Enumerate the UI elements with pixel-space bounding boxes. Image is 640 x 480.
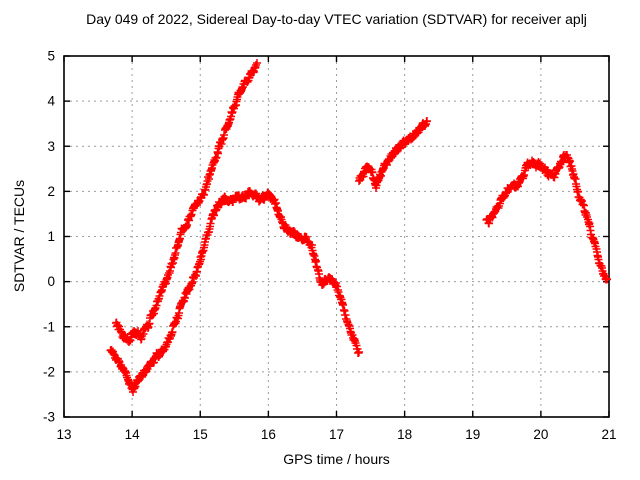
x-tick-label: 14	[125, 427, 141, 442]
trace-3-evening-rise	[355, 117, 431, 192]
y-tick-label: 4	[47, 94, 55, 109]
x-tick-label: 17	[329, 427, 344, 442]
x-tick-label: 13	[56, 427, 71, 442]
y-tick-label: 1	[47, 229, 55, 244]
y-tick-label: 5	[47, 49, 55, 64]
x-tick-label: 16	[261, 427, 276, 442]
x-tick-label: 20	[533, 427, 548, 442]
plot-frame	[63, 55, 610, 418]
x-tick-label: 21	[601, 427, 616, 442]
y-tick-label: -2	[43, 364, 55, 379]
y-tick-label: 0	[47, 274, 55, 289]
trace-1-steep-rise	[112, 59, 261, 346]
chart-title: Day 049 of 2022, Sidereal Day-to-day VTE…	[86, 11, 587, 27]
x-tick-label: 19	[465, 427, 480, 442]
y-tick-label: 3	[47, 139, 55, 154]
y-tick-label: -3	[43, 410, 55, 425]
trace-4-double-peak	[482, 151, 611, 284]
y-tick-label: 2	[47, 184, 55, 199]
x-tick-label: 18	[397, 427, 412, 442]
x-tick-label: 15	[193, 427, 208, 442]
trace-2-hump	[106, 187, 363, 396]
y-tick-label: -1	[43, 319, 55, 334]
x-axis-label: GPS time / hours	[283, 451, 390, 467]
